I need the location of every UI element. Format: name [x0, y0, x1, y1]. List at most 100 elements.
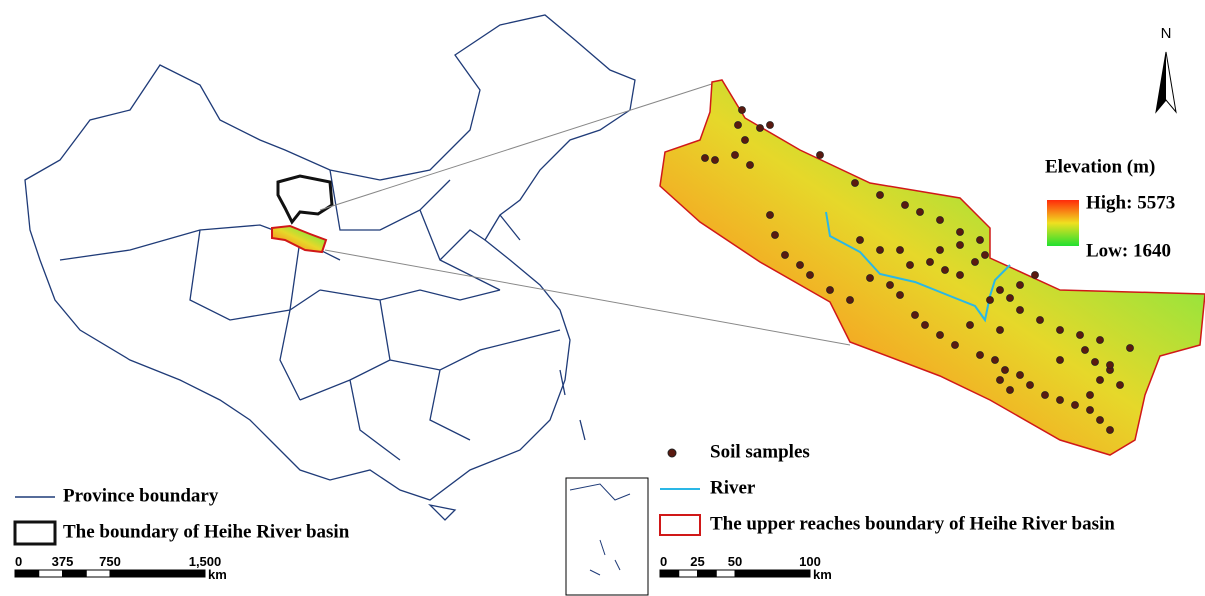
- soil-sample: [1057, 357, 1064, 364]
- soil-sample: [937, 332, 944, 339]
- scale-label: 0: [660, 554, 667, 569]
- scale-segment: [660, 570, 679, 577]
- scale-segment: [110, 570, 205, 577]
- soil-sample: [767, 122, 774, 129]
- soil-sample: [732, 152, 739, 159]
- soil-sample: [977, 352, 984, 359]
- elevation-high: High: 5573: [1086, 192, 1175, 213]
- soil-sample: [997, 287, 1004, 294]
- soil-sample: [997, 377, 1004, 384]
- soil-sample: [937, 247, 944, 254]
- soil-sample: [735, 122, 742, 129]
- soil-sample: [757, 125, 764, 132]
- scale-segment: [679, 570, 698, 577]
- soil-sample: [1002, 367, 1009, 374]
- elevation-title: Elevation (m): [1045, 156, 1155, 177]
- soil-sample: [867, 275, 874, 282]
- map-figure: N Elevation (m) High: 5573 Low: 1640 Soi…: [0, 0, 1205, 596]
- soil-sample: [877, 247, 884, 254]
- soil-sample: [807, 272, 814, 279]
- soil-sample: [917, 209, 924, 216]
- soil-sample: [1097, 377, 1104, 384]
- scale-segment: [716, 570, 735, 577]
- soil-sample: [1087, 407, 1094, 414]
- soil-sample: [1027, 382, 1034, 389]
- soil-sample: [1107, 362, 1114, 369]
- soil-sample: [982, 252, 989, 259]
- soil-sample: [767, 212, 774, 219]
- soil-sample: [1092, 359, 1099, 366]
- soil-sample: [797, 262, 804, 269]
- legend-sample-symbol: [668, 449, 676, 457]
- soil-sample: [957, 242, 964, 249]
- soil-sample: [937, 217, 944, 224]
- legend-label: Province boundary: [63, 485, 219, 506]
- heihe-basin-boundary: [278, 176, 332, 222]
- scale-segment: [15, 570, 39, 577]
- soil-sample: [702, 155, 709, 162]
- soil-sample: [902, 202, 909, 209]
- soil-sample: [997, 327, 1004, 334]
- scale-unit: km: [208, 567, 227, 582]
- legend-label: The boundary of Heihe River basin: [63, 521, 350, 542]
- soil-sample: [782, 252, 789, 259]
- soil-sample: [1057, 397, 1064, 404]
- south-sea-inset: [566, 478, 648, 595]
- soil-sample: [1017, 282, 1024, 289]
- soil-sample: [877, 192, 884, 199]
- soil-sample: [957, 229, 964, 236]
- soil-sample: [977, 237, 984, 244]
- scale-segment: [63, 570, 87, 577]
- soil-sample: [1072, 402, 1079, 409]
- soil-sample: [922, 322, 929, 329]
- soil-sample: [1087, 392, 1094, 399]
- soil-sample: [1127, 345, 1134, 352]
- soil-sample: [1017, 372, 1024, 379]
- soil-sample: [972, 259, 979, 266]
- north-arrow-fill: [1156, 52, 1166, 112]
- soil-sample: [1097, 337, 1104, 344]
- soil-sample: [952, 342, 959, 349]
- scale-unit: km: [813, 567, 832, 582]
- scale-segment: [39, 570, 63, 577]
- soil-sample: [847, 297, 854, 304]
- soil-sample: [1077, 332, 1084, 339]
- legend-upper-symbol: [660, 515, 700, 535]
- soil-sample: [1007, 295, 1014, 302]
- upper-reaches-mini: [272, 226, 326, 252]
- soil-sample: [857, 237, 864, 244]
- soil-sample: [992, 357, 999, 364]
- scale-segment: [698, 570, 717, 577]
- upper-reaches-dem: [660, 80, 1205, 455]
- north-label: N: [1161, 25, 1172, 42]
- soil-sample: [887, 282, 894, 289]
- soil-sample: [1037, 317, 1044, 324]
- soil-sample: [852, 180, 859, 187]
- soil-sample: [1057, 327, 1064, 334]
- connector: [320, 82, 718, 210]
- scale-label: 50: [728, 554, 742, 569]
- legend-label: The upper reaches boundary of Heihe Rive…: [710, 513, 1115, 534]
- scale-segment: [86, 570, 110, 577]
- scale-label: 25: [690, 554, 704, 569]
- soil-sample: [967, 322, 974, 329]
- soil-sample: [1032, 272, 1039, 279]
- legend-label: River: [710, 477, 756, 498]
- legend-label: Soil samples: [710, 441, 810, 462]
- soil-sample: [1042, 392, 1049, 399]
- soil-sample: [817, 152, 824, 159]
- soil-sample: [1007, 387, 1014, 394]
- soil-sample: [1117, 382, 1124, 389]
- china-map: [25, 15, 635, 520]
- soil-sample: [907, 262, 914, 269]
- legend-basin-symbol: [15, 522, 55, 544]
- scale-segment: [735, 570, 810, 577]
- soil-sample: [897, 247, 904, 254]
- scale-label: 375: [52, 554, 74, 569]
- soil-sample: [1097, 417, 1104, 424]
- soil-sample: [772, 232, 779, 239]
- soil-sample: [1107, 427, 1114, 434]
- soil-sample: [742, 137, 749, 144]
- scale-label: 0: [15, 554, 22, 569]
- soil-sample: [1082, 347, 1089, 354]
